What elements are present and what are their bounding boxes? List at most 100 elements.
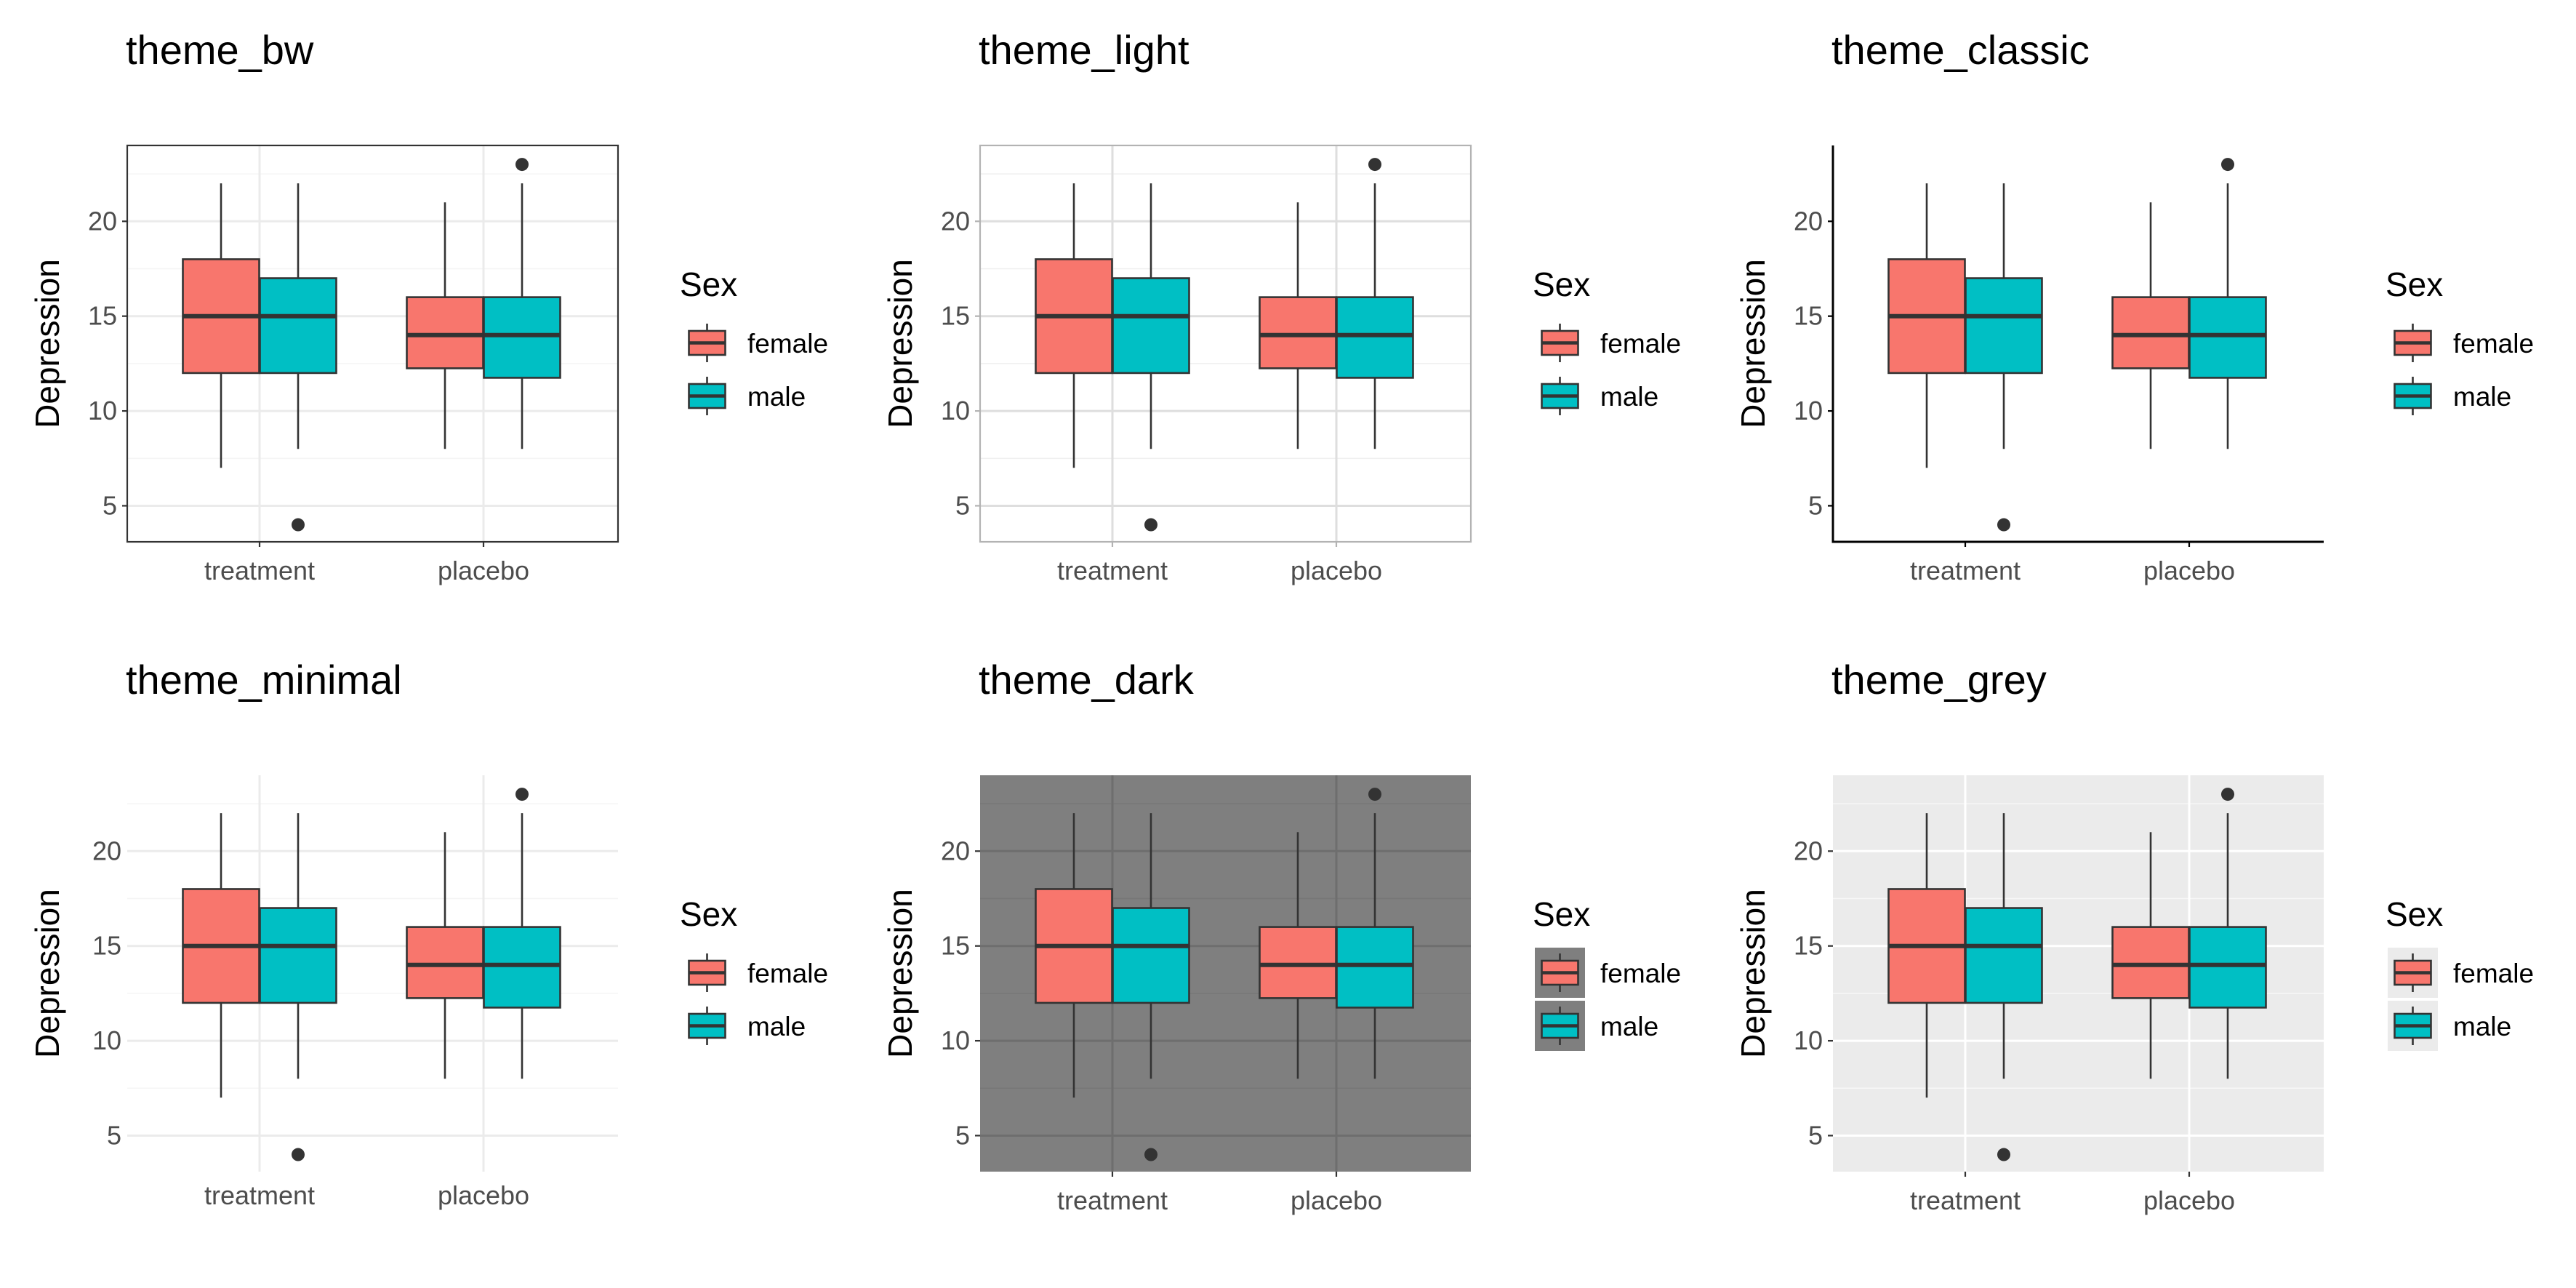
legend-title: Sex xyxy=(680,265,737,303)
boxplot-chart: 5 10 15 20 treatment placebo Depression Sexfema… xyxy=(881,144,1681,585)
box xyxy=(2111,296,2190,369)
y-axis-title: Depression xyxy=(28,259,66,428)
boxplot-chart: 5 10 15 20 treatment placebo Depression Sexfema… xyxy=(28,144,828,585)
x-tick-label: placebo xyxy=(438,1180,529,1210)
y-tick-label: 5 xyxy=(955,490,970,520)
outlier-point xyxy=(292,1148,305,1161)
y-tick-label: 15 xyxy=(1794,931,1823,961)
y-axis-title: Depression xyxy=(881,259,919,428)
boxplot-female-placebo xyxy=(406,832,484,1079)
outlier-point xyxy=(1997,1148,2010,1161)
outlier-point xyxy=(1997,518,2010,532)
box xyxy=(406,926,484,999)
boxplot-female-placebo xyxy=(1259,832,1337,1079)
boxplot-male-treatment xyxy=(259,183,337,532)
y-tick-label: 20 xyxy=(941,836,970,865)
boxplot-male-treatment xyxy=(1112,183,1190,532)
y-tick-label: 20 xyxy=(1794,206,1823,236)
boxplot-male-placebo xyxy=(483,158,561,449)
box xyxy=(2188,296,2267,379)
x-tick-label: treatment xyxy=(1057,1185,1168,1215)
legend: Sex female male xyxy=(2386,895,2534,1051)
boxplot-female-treatment xyxy=(1887,813,1966,1098)
boxplot-female-treatment xyxy=(1887,183,1966,468)
panel-title: theme_minimal xyxy=(126,657,402,703)
panel-title: theme_grey xyxy=(1831,657,2047,703)
box xyxy=(483,296,561,379)
legend-key-female xyxy=(2388,948,2438,998)
legend-label: male xyxy=(747,1012,806,1041)
legend-title: Sex xyxy=(2386,265,2443,303)
legend: Sex female male xyxy=(2386,265,2534,421)
box xyxy=(1965,907,2043,1004)
legend-label: male xyxy=(1600,1012,1658,1041)
legend-title: Sex xyxy=(1533,895,1590,933)
boxplot-male-placebo xyxy=(1336,158,1414,449)
box xyxy=(483,926,561,1009)
panel-title: theme_classic xyxy=(1831,27,2090,73)
panel-theme-minimal: theme_minimal 5 10 15 20 treatment placebo Dep… xyxy=(0,630,858,1263)
panel-theme-dark: theme_dark 5 10 15 20 treatment placebo Depres… xyxy=(853,630,1711,1263)
box xyxy=(1259,926,1337,999)
legend-key-male xyxy=(682,371,732,421)
box xyxy=(1965,277,2043,375)
y-tick-label: 5 xyxy=(103,490,117,520)
outlier-point xyxy=(1144,518,1157,532)
panel-border xyxy=(126,144,619,543)
legend-key-male xyxy=(2388,1001,2438,1051)
legend-title: Sex xyxy=(2386,895,2443,933)
boxplot-male-treatment xyxy=(1965,813,2043,1161)
legend-title: Sex xyxy=(680,895,737,933)
panel-title: theme_bw xyxy=(126,27,314,73)
y-tick-label: 10 xyxy=(941,396,970,425)
legend-key-female xyxy=(1535,318,1585,368)
y-tick-label: 10 xyxy=(92,1025,121,1055)
legend-label: female xyxy=(747,959,828,988)
outlier-point xyxy=(515,788,529,801)
legend: Sex female male xyxy=(1533,265,1681,421)
x-tick-label: placebo xyxy=(438,556,529,585)
boxplot-chart: 5 10 15 20 treatment placebo Depression Sexfema… xyxy=(1734,775,2534,1215)
boxplot-female-treatment xyxy=(1035,183,1113,468)
x-tick-label: treatment xyxy=(1910,556,2021,585)
legend-label: male xyxy=(2453,382,2511,412)
boxplot-male-placebo xyxy=(2188,158,2267,449)
legend-title: Sex xyxy=(1533,265,1590,303)
legend-label: female xyxy=(1600,959,1681,988)
y-tick-label: 10 xyxy=(1794,396,1823,425)
legend-key-female xyxy=(1535,948,1585,998)
y-tick-label: 20 xyxy=(1794,836,1823,865)
legend-key-female xyxy=(682,318,732,368)
boxplot-chart: 5 10 15 20 treatment placebo Depression Sexfema… xyxy=(881,775,1681,1215)
outlier-point xyxy=(1144,1148,1157,1161)
panel-theme-grey: theme_grey 5 10 15 20 treatment placebo Depres… xyxy=(1706,630,2564,1263)
x-tick-label: placebo xyxy=(2143,1185,2235,1215)
legend-label: female xyxy=(2453,329,2534,359)
y-tick-label: 5 xyxy=(1808,1120,1823,1150)
y-tick-label: 20 xyxy=(92,836,121,865)
x-tick-label: treatment xyxy=(1910,1185,2021,1215)
outlier-point xyxy=(1368,158,1381,172)
boxplot-female-placebo xyxy=(2111,832,2190,1079)
panel-theme-classic: theme_classic 5 10 15 20 treatment placebo Dep… xyxy=(1706,0,2564,633)
legend-key-male xyxy=(2388,371,2438,421)
boxplot-male-placebo xyxy=(2188,788,2267,1079)
outlier-point xyxy=(292,518,305,532)
legend: Sex female male xyxy=(680,265,828,421)
panel-theme-bw: theme_bw 5 10 15 20 treatment placebo Depressi… xyxy=(0,0,858,633)
outlier-point xyxy=(2221,788,2234,801)
box xyxy=(259,277,337,375)
outlier-point xyxy=(1368,788,1381,801)
boxplot-male-treatment xyxy=(1112,813,1190,1161)
x-tick-label: treatment xyxy=(204,556,315,585)
legend-label: female xyxy=(2453,959,2534,988)
y-tick-label: 5 xyxy=(107,1120,121,1150)
y-tick-label: 20 xyxy=(88,206,117,236)
y-tick-label: 10 xyxy=(88,396,117,425)
panel-border xyxy=(979,144,1472,543)
boxplot-male-placebo xyxy=(1336,788,1414,1079)
legend-key-male xyxy=(1535,1001,1585,1051)
boxplot-male-treatment xyxy=(259,813,337,1161)
panel-theme-light: theme_light 5 10 15 20 treatment placebo Depre… xyxy=(853,0,1711,633)
box xyxy=(1336,296,1414,379)
